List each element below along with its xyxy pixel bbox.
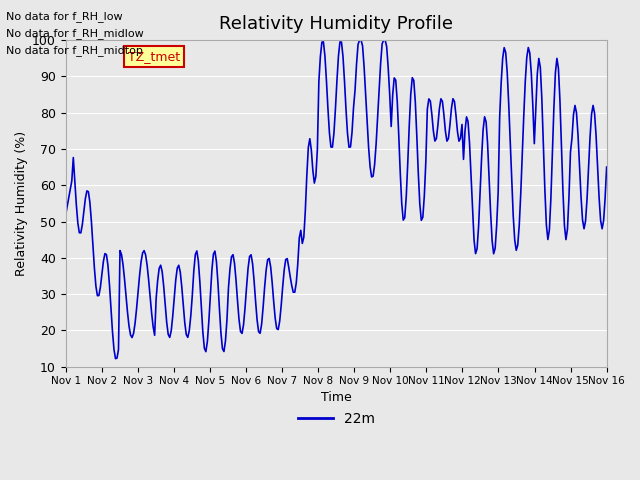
Y-axis label: Relativity Humidity (%): Relativity Humidity (%) (15, 131, 28, 276)
Text: No data for f_RH_low: No data for f_RH_low (6, 11, 123, 22)
Text: TZ_tmet: TZ_tmet (128, 50, 180, 63)
Text: No data for f_RH_midtop: No data for f_RH_midtop (6, 45, 143, 56)
Text: No data for f_RH_midlow: No data for f_RH_midlow (6, 28, 144, 39)
X-axis label: Time: Time (321, 391, 351, 404)
Legend: 22m: 22m (292, 407, 380, 432)
Title: Relativity Humidity Profile: Relativity Humidity Profile (219, 15, 453, 33)
